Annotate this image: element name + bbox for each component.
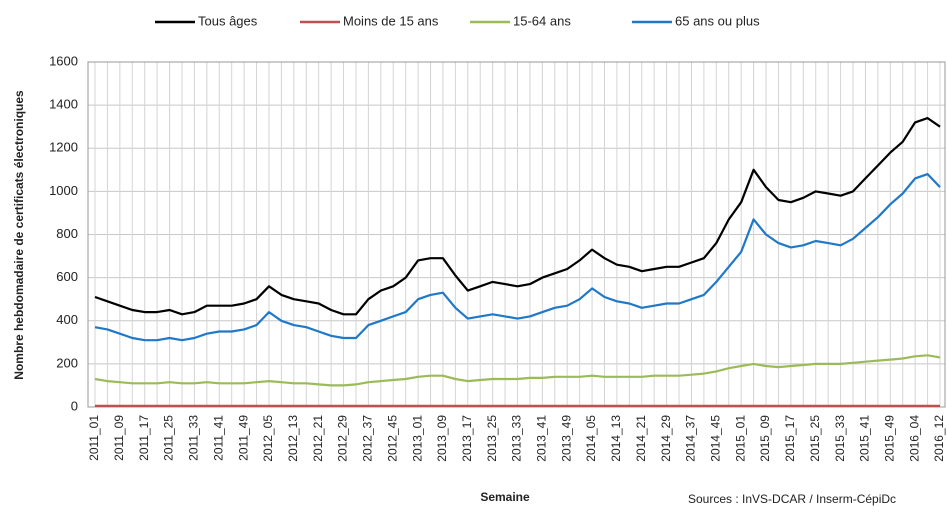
x-tick-label: 2013_01 bbox=[410, 415, 424, 462]
x-tick-label: 2012_05 bbox=[261, 415, 275, 462]
x-tick-label: 2012_13 bbox=[286, 415, 300, 462]
x-tick-label: 2013_41 bbox=[535, 415, 549, 462]
legend-label: Tous âges bbox=[198, 13, 258, 28]
x-tick-label: 2014_29 bbox=[659, 415, 673, 462]
x-tick-label: 2016_12 bbox=[932, 415, 946, 462]
x-tick-label: 2015_01 bbox=[733, 415, 747, 462]
x-tick-label: 2011_25 bbox=[162, 415, 176, 461]
legend-label: 65 ans ou plus bbox=[675, 13, 760, 28]
y-tick-label: 0 bbox=[71, 398, 78, 413]
x-tick-label: 2015_41 bbox=[858, 415, 872, 462]
y-tick-label: 600 bbox=[56, 269, 78, 284]
x-tick-label: 2016_04 bbox=[907, 415, 921, 462]
x-tick-label: 2012_21 bbox=[311, 415, 325, 462]
x-tick-label: 2011_09 bbox=[112, 415, 126, 461]
y-tick-label: 200 bbox=[56, 355, 78, 370]
x-tick-label: 2014_05 bbox=[584, 415, 598, 462]
x-tick-label: 2015_49 bbox=[882, 415, 896, 462]
x-tick-label: 2013_49 bbox=[559, 415, 573, 462]
source-note: Sources : InVS-DCAR / Inserm-CépiDc bbox=[688, 492, 896, 506]
y-tick-label: 1600 bbox=[49, 53, 78, 68]
y-axis-title: Nombre hebdomadaire de certificats élect… bbox=[12, 90, 26, 380]
x-tick-label: 2012_45 bbox=[385, 415, 399, 462]
x-tick-label: 2011_33 bbox=[187, 415, 201, 461]
legend-label: Moins de 15 ans bbox=[343, 13, 439, 28]
legend-label: 15-64 ans bbox=[513, 13, 571, 28]
x-tick-label: 2011_17 bbox=[137, 415, 151, 461]
x-tick-label: 2013_09 bbox=[435, 415, 449, 462]
x-tick-label: 2012_29 bbox=[336, 415, 350, 462]
x-tick-label: 2015_25 bbox=[808, 415, 822, 462]
x-tick-label: 2012_37 bbox=[361, 415, 375, 462]
x-axis-title: Semaine bbox=[480, 490, 530, 504]
y-tick-label: 1000 bbox=[49, 183, 78, 198]
series-line bbox=[94, 354, 941, 387]
y-tick-label: 1400 bbox=[49, 97, 78, 112]
x-tick-label: 2015_33 bbox=[833, 415, 847, 462]
series-line bbox=[94, 173, 941, 342]
x-tick-label: 2014_37 bbox=[684, 415, 698, 462]
x-tick-label: 2014_45 bbox=[708, 415, 722, 462]
y-tick-label: 1200 bbox=[49, 140, 78, 155]
x-tick-label: 2013_33 bbox=[510, 415, 524, 462]
x-tick-label: 2011_41 bbox=[211, 415, 225, 461]
y-tick-label: 800 bbox=[56, 226, 78, 241]
x-tick-label: 2011_49 bbox=[236, 415, 250, 461]
x-tick-label: 2015_09 bbox=[758, 415, 772, 462]
x-tick-label: 2013_25 bbox=[485, 415, 499, 462]
y-tick-label: 400 bbox=[56, 312, 78, 327]
x-tick-label: 2013_17 bbox=[460, 415, 474, 462]
x-tick-label: 2014_21 bbox=[634, 415, 648, 462]
x-tick-label: 2011_01 bbox=[87, 415, 101, 461]
x-tick-label: 2015_17 bbox=[783, 415, 797, 462]
series-line bbox=[94, 117, 941, 316]
x-tick-label: 2014_13 bbox=[609, 415, 623, 462]
